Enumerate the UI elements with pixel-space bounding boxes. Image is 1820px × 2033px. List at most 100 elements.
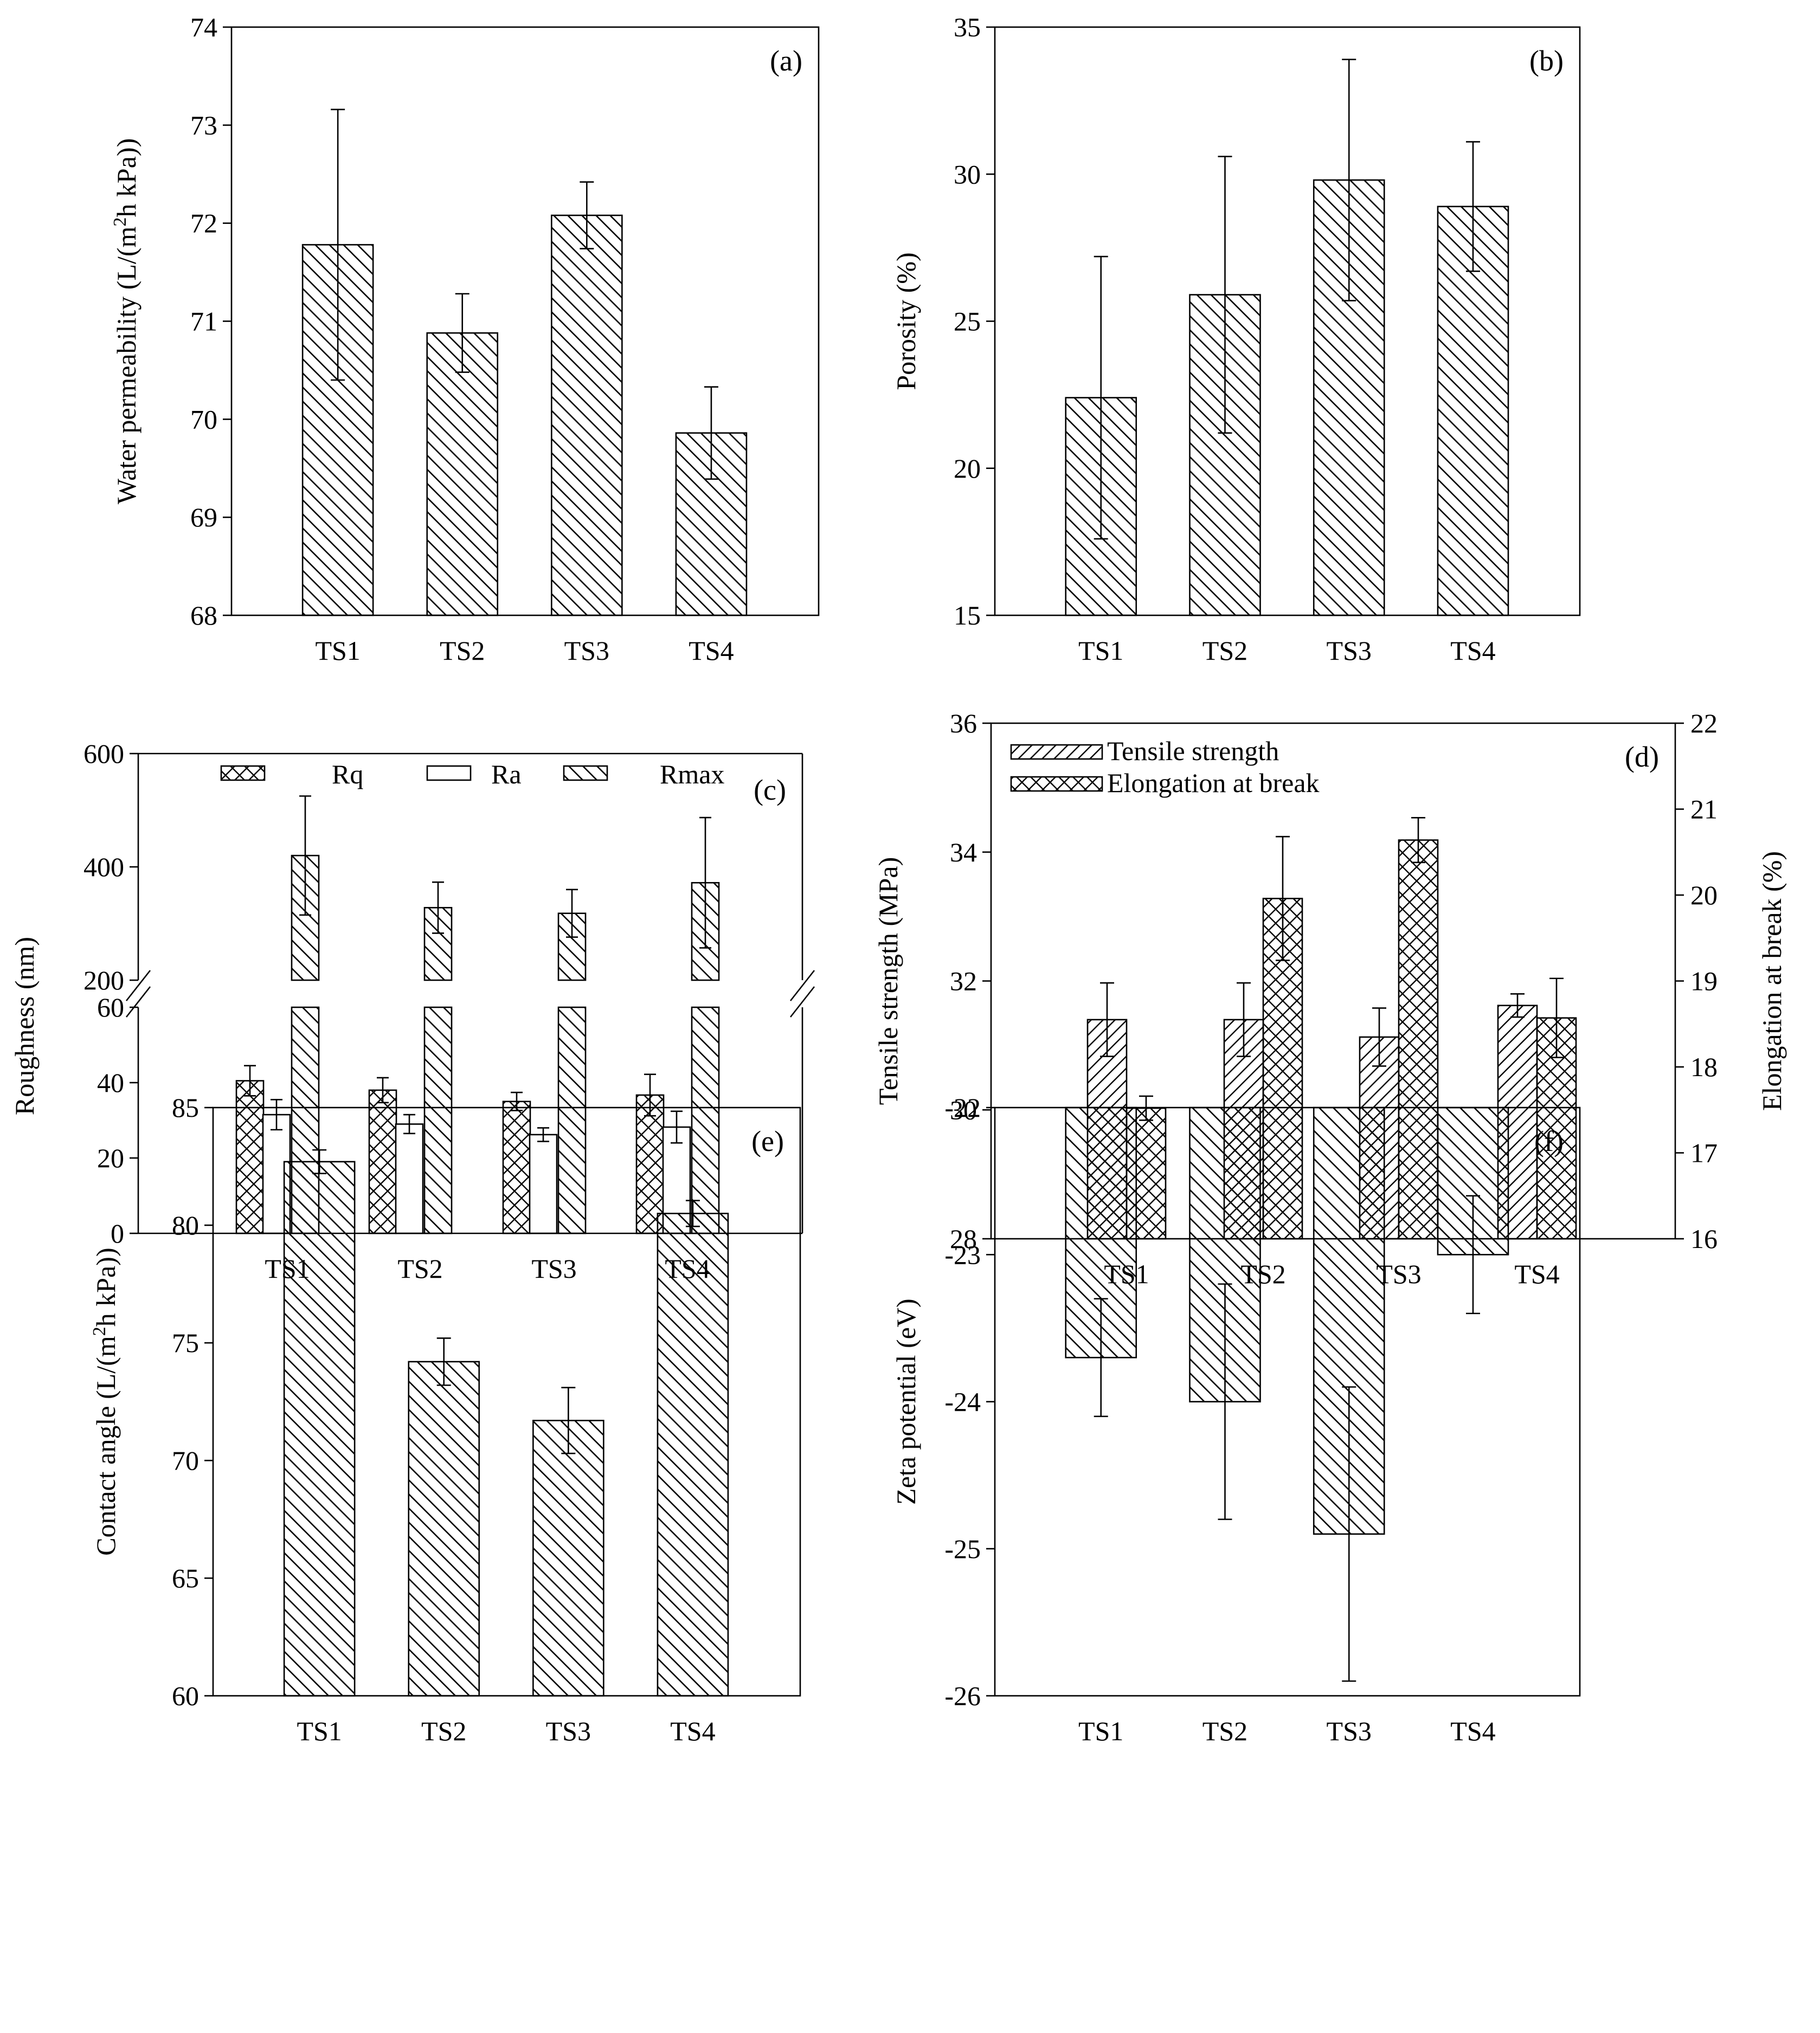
bar-rq-ts4 [635,1094,665,1234]
panel-label: (c) [754,774,786,806]
x-tick-label-ts2: TS2 [440,635,485,666]
x-tick-label-ts3: TS3 [546,1716,591,1746]
bar-ra-ts3 [529,1134,558,1234]
bar-rmax-ts4-lower [691,1006,720,1234]
panel-label: (e) [751,1125,784,1157]
y-tick-label: 73 [190,110,217,140]
y-tick-label: 400 [83,852,124,882]
axis-break-mark [125,986,151,1018]
x-tick-label-ts4: TS4 [689,635,734,666]
panel-label: (b) [1529,44,1564,77]
y-axis-label: Contact angle (L/(m2h kPa)) [89,1247,121,1555]
y-axis-label-part: h kPa)) [111,138,142,217]
panel-label: (f) [1534,1125,1564,1157]
y-axis-label-part: h kPa)) [91,1247,121,1327]
panel-a-chart: TS1 TS2 TS3 TS4 68 69 70 71 72 73 74 Water permeabi… [110,12,820,666]
x-tick-label-ts1: TS1 [315,635,360,666]
bar-ra-ts2 [395,1123,424,1234]
bar-ts3 [551,214,623,616]
bar-rmax-ts3-lower [557,1006,587,1234]
y-tick-label: -23 [944,1239,981,1270]
bar-rq-ts1 [235,1080,265,1234]
y-axis-label-superscript: 2 [89,1327,110,1336]
legend-swatch-rmax [563,765,608,781]
y-tick-label: 35 [954,12,981,42]
y-tick-label: 68 [190,600,217,631]
y-tick-label: 69 [190,502,217,532]
y-axis-label: Roughness (nm) [9,937,40,1115]
y-tick-label: 200 [83,965,124,995]
y-axis-label: Tensile strength (MPa) [873,857,903,1105]
legend-label-rq: Rq [332,759,363,789]
x-tick-label-ts1: TS1 [1078,1716,1123,1746]
y-tick-label: -24 [944,1387,981,1417]
panel-label: (d) [1625,741,1659,773]
y-right-tick-label: 20 [1690,880,1718,910]
bar-rq-ts3 [502,1101,531,1234]
x-tick-label-ts2: TS2 [421,1716,466,1746]
bar-ts2 [426,332,499,616]
y-right-tick-label: 19 [1690,966,1718,996]
y-tick-label: 60 [172,1681,199,1711]
y-tick-label: 40 [97,1067,124,1098]
y-tick-label: 80 [172,1210,199,1240]
x-tick-label-ts3: TS3 [531,1253,576,1284]
legend-label-elongation-at-break: Elongation at break [1107,768,1320,798]
y-right-tick-label: 21 [1690,794,1718,825]
bar-ts4 [1437,205,1509,616]
y-tick-label: 28 [950,1224,977,1254]
legend-swatch-ra [426,765,472,781]
y-tick-label: 600 [83,738,124,769]
x-tick-label-ts3: TS3 [1327,1716,1372,1746]
y-tick-label: 75 [172,1328,199,1358]
axis-break-mark [789,986,815,1018]
x-tick-label-ts2: TS2 [1202,1716,1247,1746]
panel-c-chart: TS1TS2TS3TS40204060200400600Roughness (n… [9,738,815,1284]
y-axis-label-text: Tensile strength (MPa) [873,857,903,1105]
y-tick-label: 32 [950,966,977,996]
panel-b-chart: TS1 TS2 TS3 TS4 15 20 25 30 35 Porosity (%) (b) [891,12,1581,666]
panel-f-chart: TS1 TS2 TS3 TS4 -26 -25 -24 -23 -22 Zeta potentia… [891,1092,1581,1746]
x-tick-label-ts3: TS3 [1327,635,1372,666]
y-tick-label: -22 [944,1092,981,1123]
y-tick-label: 70 [190,404,217,434]
x-tick-label-ts2: TS2 [1202,635,1247,666]
y-axis-label-part: Contact angle (L/(m [91,1336,121,1556]
y-tick-label: 74 [190,12,217,42]
bar-ts3 [532,1419,604,1697]
y-tick-label: 70 [172,1445,199,1476]
y-tick-label: 85 [172,1092,199,1123]
y-right-tick-label: 22 [1690,708,1718,738]
y-tick-label: 65 [172,1563,199,1593]
y-right-tick-label: 17 [1690,1138,1718,1168]
y-tick-label: 20 [97,1143,124,1173]
y-axis-label: Zeta potential (eV) [891,1298,921,1504]
bar-rq-ts2 [368,1089,397,1234]
x-tick-label-ts1: TS1 [1078,635,1123,666]
x-tick-label-ts2: TS2 [397,1253,442,1284]
y-axis-label: Porosity (%) [891,252,921,390]
y-tick-label: 34 [950,837,977,867]
y-tick-label: -25 [944,1534,981,1564]
bar-ts1 [283,1161,356,1697]
plot-frame [212,1106,801,1697]
y-tick-label: 60 [97,992,124,1022]
bar-ts2 [408,1361,480,1697]
legend-swatch-elongation-at-break [1010,776,1103,792]
y-axis-label-text: Porosity (%) [891,252,921,390]
y-axis-label: Water permeability (L/(m2h kPa)) [110,138,142,504]
y-tick-label: 30 [954,159,981,189]
y-right-tick-label: 18 [1690,1052,1718,1082]
y-axis-label-text: Zeta potential (eV) [891,1298,921,1504]
y-right-axis-label: Elongation at break (%) [1757,851,1787,1111]
y-tick-label: 20 [954,453,981,484]
y-axis-label-text: Roughness (nm) [9,937,40,1115]
x-tick-label-ts4: TS4 [670,1716,715,1746]
bar-elongation-ts3 [1398,839,1439,1240]
bar-ts4 [1437,1106,1509,1256]
x-tick-label-ts4: TS4 [1450,1716,1495,1746]
y-tick-label: 72 [190,208,217,239]
y-tick-label: -26 [944,1681,981,1711]
y-axis-label-part: Water permeability (L/(m [111,227,142,505]
